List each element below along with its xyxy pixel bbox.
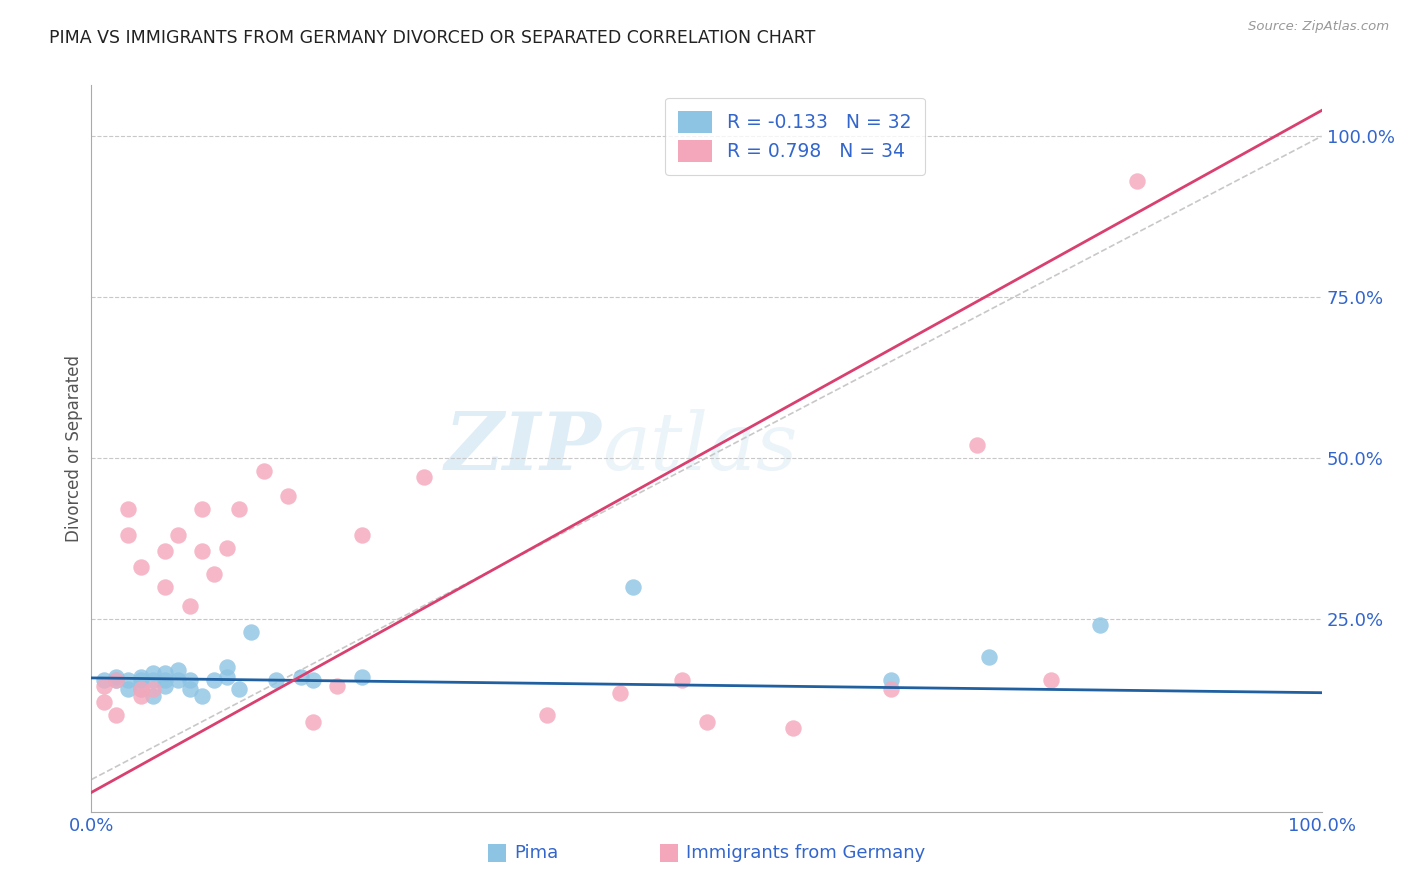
Y-axis label: Divorced or Separated: Divorced or Separated: [65, 355, 83, 541]
Point: [671, 673, 693, 687]
Point: [129, 670, 152, 684]
Point: [179, 682, 201, 697]
Point: [117, 502, 139, 516]
Point: [105, 673, 127, 687]
Point: [166, 528, 188, 542]
Text: Source: ZipAtlas.com: Source: ZipAtlas.com: [1249, 20, 1389, 33]
Text: Pima: Pima: [515, 844, 558, 862]
Point: [782, 721, 804, 735]
Point: [695, 714, 717, 729]
Point: [412, 470, 434, 484]
Point: [153, 544, 177, 558]
Legend: R = -0.133   N = 32, R = 0.798   N = 34: R = -0.133 N = 32, R = 0.798 N = 34: [665, 98, 925, 175]
Point: [142, 666, 165, 681]
Point: [240, 624, 263, 639]
Point: [93, 695, 115, 709]
Bar: [488, 844, 506, 862]
Point: [129, 689, 152, 703]
Point: [301, 714, 323, 729]
Point: [202, 673, 225, 687]
Point: [202, 566, 225, 581]
Point: [215, 670, 238, 684]
Point: [142, 673, 165, 687]
Point: [166, 663, 188, 677]
Point: [880, 673, 903, 687]
Point: [105, 708, 127, 723]
Point: [93, 679, 115, 693]
Text: atlas: atlas: [602, 409, 797, 487]
Point: [191, 689, 214, 703]
Point: [129, 682, 152, 697]
Point: [129, 682, 152, 697]
Point: [93, 673, 115, 687]
Point: [129, 673, 152, 687]
Point: [179, 599, 201, 613]
Point: [153, 580, 177, 594]
Point: [191, 502, 214, 516]
Point: [1039, 673, 1063, 687]
Point: [142, 689, 165, 703]
Point: [536, 708, 558, 723]
Point: [228, 682, 250, 697]
Point: [129, 560, 152, 574]
Bar: [659, 844, 678, 862]
Text: ZIP: ZIP: [446, 409, 602, 487]
Point: [228, 502, 250, 516]
Point: [352, 670, 374, 684]
Point: [153, 673, 177, 687]
Point: [215, 660, 238, 674]
Point: [1088, 618, 1111, 632]
Point: [301, 673, 323, 687]
Point: [153, 679, 177, 693]
Point: [979, 650, 1001, 665]
Point: [105, 673, 127, 687]
Point: [352, 528, 374, 542]
Point: [277, 490, 299, 504]
Point: [142, 682, 165, 697]
Point: [117, 682, 139, 697]
Point: [966, 438, 988, 452]
Point: [326, 679, 349, 693]
Point: [117, 528, 139, 542]
Point: [215, 541, 238, 555]
Point: [264, 673, 287, 687]
Point: [290, 670, 312, 684]
Point: [166, 673, 188, 687]
Point: [1126, 174, 1149, 188]
Point: [253, 464, 276, 478]
Point: [105, 670, 127, 684]
Text: PIMA VS IMMIGRANTS FROM GERMANY DIVORCED OR SEPARATED CORRELATION CHART: PIMA VS IMMIGRANTS FROM GERMANY DIVORCED…: [49, 29, 815, 46]
Point: [609, 686, 631, 700]
Point: [117, 673, 139, 687]
Point: [153, 666, 177, 681]
Point: [191, 544, 214, 558]
Point: [179, 673, 201, 687]
Point: [621, 580, 644, 594]
Text: Immigrants from Germany: Immigrants from Germany: [686, 844, 925, 862]
Point: [880, 682, 903, 697]
